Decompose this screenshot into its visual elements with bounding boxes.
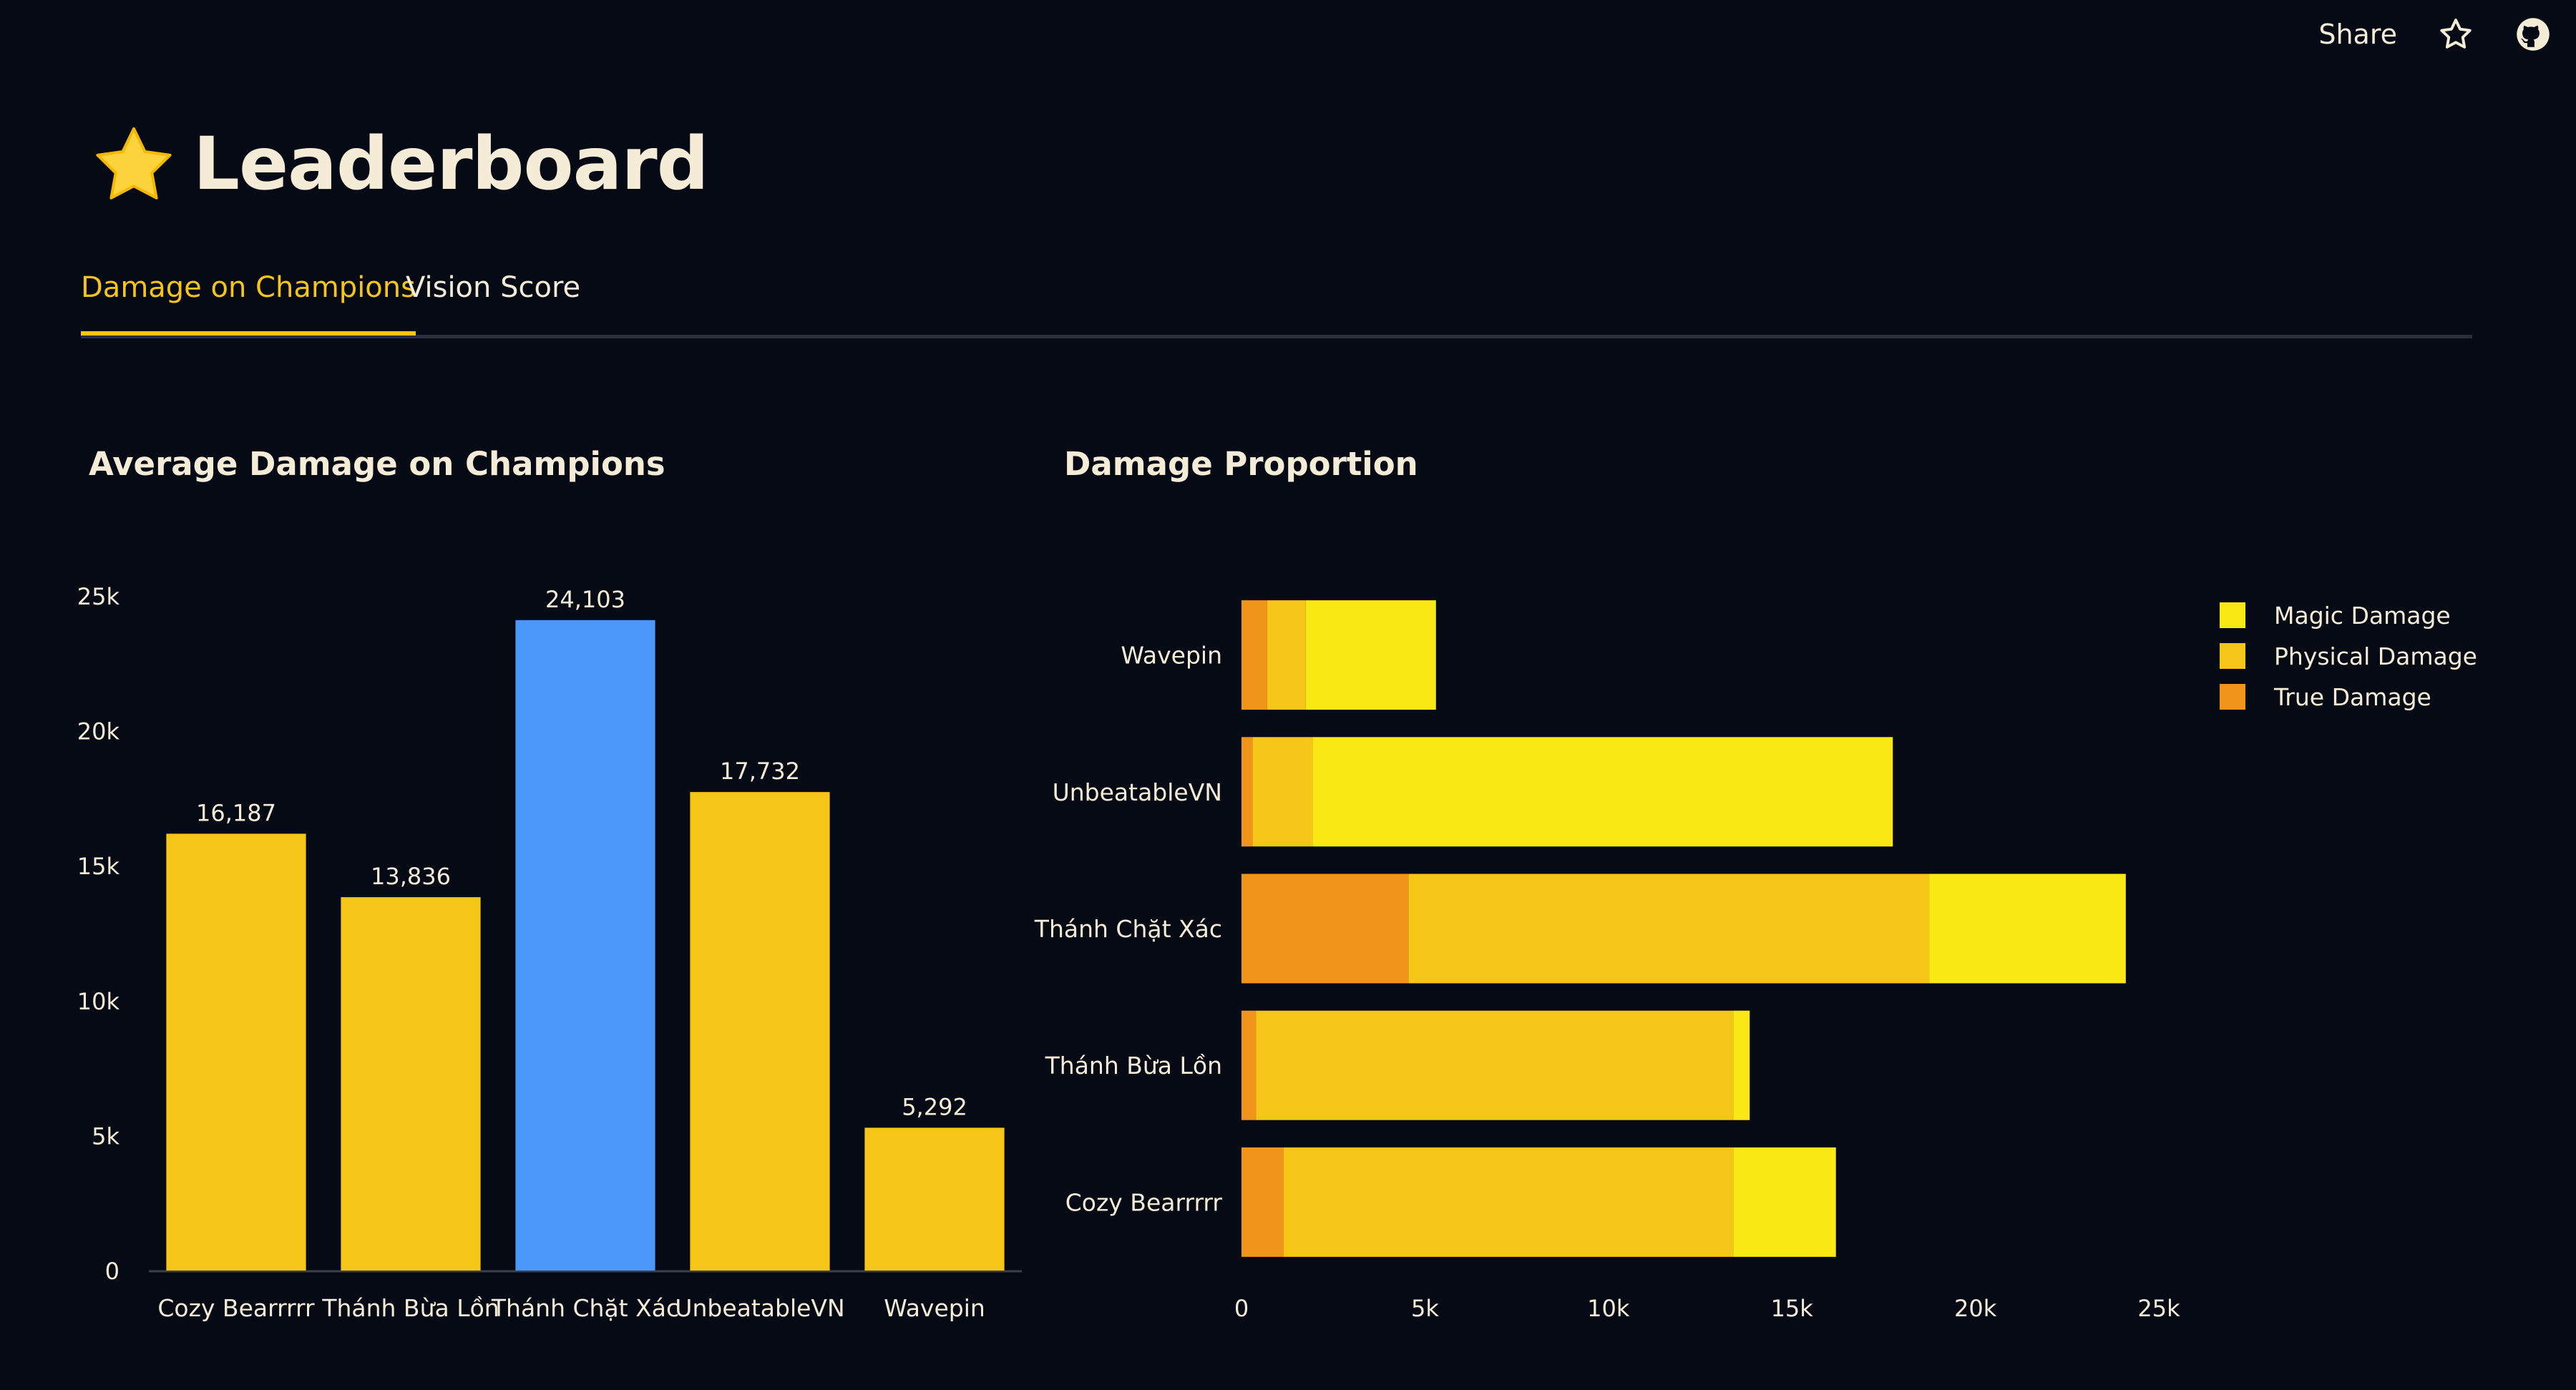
share-button[interactable]: Share [2318,19,2397,50]
y-tick-label: 15k [77,853,120,880]
bar-segment-wavepin-true-damage [1241,600,1267,710]
bar-segment-cozy-bearrrrr-true-damage [1241,1147,1284,1257]
star-outline-icon[interactable] [2437,16,2474,53]
legend-label-physical-damage: Physical Damage [2274,642,2477,670]
bar-value-label: 24,103 [545,586,625,613]
bar-unbeatablevn [690,792,830,1271]
chart-title-average-damage: Average Damage on Champions [89,445,665,483]
x-tick-label: Wavepin [884,1294,985,1322]
bar-segment-thanh-bua-lon-true-damage [1241,1010,1257,1120]
bar-segment-wavepin-physical-damage [1267,600,1306,710]
x-tick-label: 25k [2137,1295,2180,1322]
bar-segment-unbeatablevn-physical-damage [1252,737,1313,847]
x-tick-label: UnbeatableVN [675,1294,844,1322]
bar-segment-thanh-chat-xac-magic-damage [1929,873,2126,984]
chart-title-damage-proportion: Damage Proportion [1064,445,1418,483]
bar-value-label: 13,836 [371,863,451,890]
y-tick-label: Wavepin [1121,642,1222,670]
bar-segment-thanh-bua-lon-magic-damage [1733,1010,1750,1120]
bar-segment-unbeatablevn-true-damage [1241,737,1253,847]
x-tick-label: 10k [1587,1295,1630,1322]
page-title: Leaderboard [193,122,709,207]
bar-value-label: 5,292 [902,1093,967,1120]
tab-damage-on-champions[interactable]: Damage on Champions [81,266,416,336]
bar-segment-thanh-chat-xac-true-damage [1241,873,1409,984]
y-tick-label: Cozy Bearrrrr [1065,1188,1223,1216]
legend-swatch-physical-damage [2220,643,2245,669]
y-tick-label: 5k [92,1122,119,1150]
toolbar: Share [2318,16,2552,53]
bar-thanh-chat-xac [515,620,655,1271]
x-tick-label: 5k [1411,1295,1439,1322]
legend-swatch-magic-damage [2220,602,2245,628]
y-tick-label: 25k [77,583,120,610]
y-tick-label: UnbeatableVN [1053,778,1222,806]
legend-label-magic-damage: Magic Damage [2274,602,2451,630]
y-tick-label: 0 [105,1258,119,1285]
y-tick-label: 20k [77,718,120,745]
bar-value-label: 16,187 [196,799,276,826]
github-icon[interactable] [2514,16,2552,53]
bar-value-label: 17,732 [720,758,800,785]
star-emoji-icon [96,127,172,200]
y-tick-label: 10k [77,988,120,1015]
bar-segment-cozy-bearrrrr-magic-damage [1733,1147,1836,1257]
y-tick-label: Thánh Bừa Lồn [1045,1052,1222,1080]
x-tick-label: 15k [1771,1295,1814,1322]
bar-segment-cozy-bearrrrr-physical-damage [1283,1147,1734,1257]
page-header: Leaderboard [92,122,709,207]
tab-bar: Damage on Champions Vision Score [81,266,2472,338]
x-tick-label: Cozy Bearrrrr [157,1294,315,1322]
bar-segment-unbeatablevn-magic-damage [1312,737,1893,847]
bar-segment-wavepin-magic-damage [1305,600,1436,710]
x-tick-label: 20k [1954,1295,1997,1322]
bar-segment-thanh-bua-lon-physical-damage [1256,1010,1734,1120]
bar-wavepin [864,1127,1005,1271]
bar-cozy-bearrrrr [166,833,306,1271]
x-tick-label: Thánh Chặt Xác [491,1294,679,1322]
damage-proportion-chart: Wavepin UnbeatableVN Thánh Chặt Xác Thánh B… [1034,600,2477,1322]
legend-swatch-true-damage [2220,684,2245,710]
tab-vision-score[interactable]: Vision Score [406,271,581,304]
bar-segment-thanh-chat-xac-physical-damage [1408,873,1930,984]
average-damage-chart: 0 5k 10k 15k 20k 25k 16,187 Cozy Bearrrrr 13,836… [77,583,1022,1322]
legend-label-true-damage: True Damage [2273,683,2431,711]
y-tick-label: Thánh Chặt Xác [1034,915,1222,943]
bar-thanh-bua-lon [341,897,481,1271]
x-tick-label: Thánh Bừa Lồn [321,1294,499,1322]
x-tick-label: 0 [1234,1295,1249,1322]
